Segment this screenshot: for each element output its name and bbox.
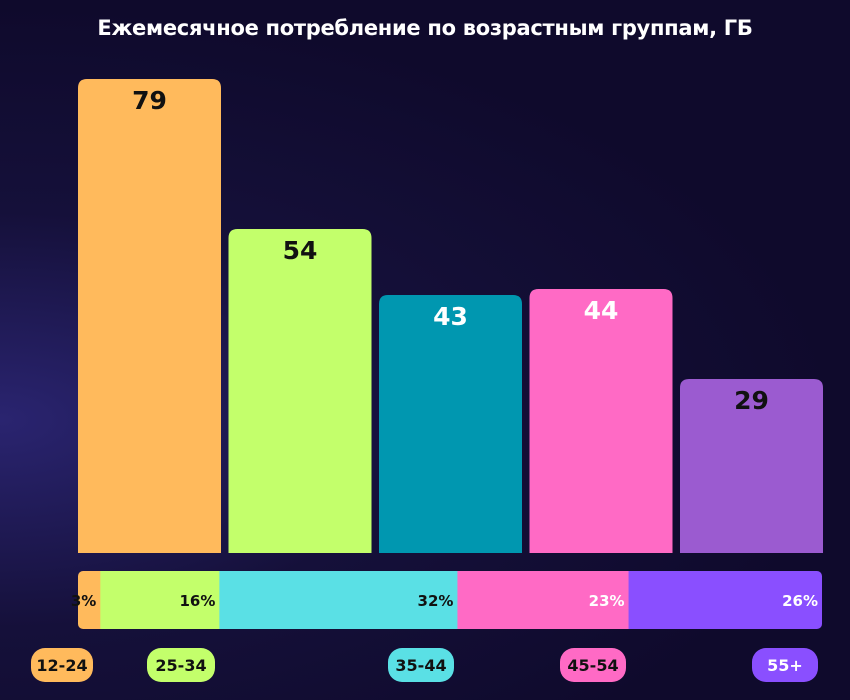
- category-label: 12-24: [36, 656, 87, 675]
- category-pill-35-44: [388, 648, 454, 682]
- category-label: 35-44: [395, 656, 446, 675]
- share-strip: [78, 571, 822, 629]
- share-segment-45-54: [457, 571, 630, 629]
- bar-25-34: [228, 229, 372, 553]
- share-segment-label: 16%: [179, 592, 215, 610]
- bar-35-44: [379, 295, 522, 553]
- bar-12-24: [78, 79, 221, 553]
- bar-45-54: [529, 289, 673, 553]
- bar-55+: [680, 379, 823, 553]
- share-segment-label: 26%: [782, 592, 818, 610]
- bar-value-label: 29: [734, 386, 769, 415]
- category-pill-55+: [752, 648, 818, 682]
- share-segment-12-24: [78, 571, 101, 629]
- bar-value-label: 44: [584, 296, 619, 325]
- share-segment-label: 23%: [589, 592, 625, 610]
- bar-value-label: 79: [132, 86, 167, 115]
- category-pill-12-24: [31, 648, 93, 682]
- category-label: 25-34: [155, 656, 206, 675]
- share-segment-55+: [628, 571, 822, 629]
- share-segment-25-34: [100, 571, 220, 629]
- category-pill-45-54: [560, 648, 626, 682]
- category-label: 45-54: [567, 656, 618, 675]
- bar-value-label: 54: [283, 236, 318, 265]
- chart-title: Ежемесячное потребление по возрастным гр…: [97, 16, 753, 40]
- bar-value-label: 43: [433, 302, 468, 331]
- category-pill-25-34: [147, 648, 215, 682]
- share-segment-label: 32%: [418, 592, 454, 610]
- share-segment-label: 3%: [71, 592, 96, 610]
- category-label: 55+: [767, 656, 803, 675]
- share-segment-35-44: [219, 571, 458, 629]
